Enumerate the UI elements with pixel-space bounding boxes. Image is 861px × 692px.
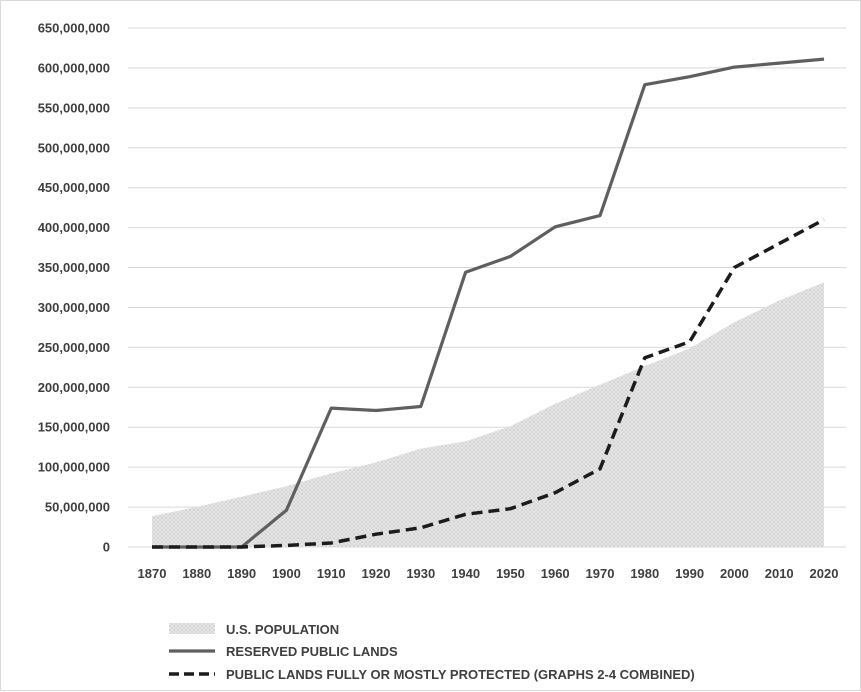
y-axis-ticks: 0 50,000,000 100,000,000 150,000,000 200,000…: [38, 21, 110, 555]
x-tick-label: 2010: [765, 566, 794, 581]
y-tick-label: 150,000,000: [38, 420, 110, 435]
y-tick-label: 650,000,000: [38, 21, 110, 36]
x-tick-label: 1900: [272, 566, 301, 581]
x-tick-label: 1920: [362, 566, 391, 581]
legend: U.S. POPULATION RESERVED PUBLIC LANDS PUBL…: [169, 622, 695, 682]
series-line-reserved-lands: [152, 57, 825, 549]
series-line-protected-lands: [152, 218, 825, 549]
y-tick-label: 200,000,000: [38, 380, 110, 395]
y-tick-label: 0: [103, 540, 110, 555]
x-tick-label: 1990: [675, 566, 704, 581]
y-tick-label: 50,000,000: [45, 500, 110, 515]
x-tick-label: 1940: [451, 566, 480, 581]
x-tick-label: 1930: [406, 566, 435, 581]
x-tick-label: 1910: [317, 566, 346, 581]
area-layer: [152, 282, 824, 547]
x-tick-label: 1980: [630, 566, 659, 581]
x-tick-label: 1890: [227, 566, 256, 581]
x-tick-label: 1950: [496, 566, 525, 581]
y-tick-label: 100,000,000: [38, 460, 110, 475]
x-tick-label: 1880: [182, 566, 211, 581]
y-tick-label: 500,000,000: [38, 140, 110, 155]
x-axis-ticks: 1870 1880 1890 1900 1910 1920 1930 1940 1950 1960…: [138, 566, 839, 581]
x-tick-label: 1870: [138, 566, 167, 581]
y-tick-label: 450,000,000: [38, 180, 110, 195]
series-area-population: [152, 282, 824, 547]
x-tick-label: 2000: [720, 566, 749, 581]
line-layer: [152, 57, 825, 549]
legend-swatch-population: [169, 623, 215, 634]
y-tick-label: 550,000,000: [38, 100, 110, 115]
y-tick-label: 400,000,000: [38, 220, 110, 235]
y-tick-label: 600,000,000: [38, 60, 110, 75]
y-tick-label: 350,000,000: [38, 260, 110, 275]
x-tick-label: 1970: [586, 566, 615, 581]
legend-label: RESERVED PUBLIC LANDS: [226, 644, 398, 659]
x-tick-label: 2020: [810, 566, 839, 581]
y-tick-label: 250,000,000: [38, 340, 110, 355]
y-tick-label: 300,000,000: [38, 300, 110, 315]
legend-label: PUBLIC LANDS FULLY OR MOSTLY PROTECTED (…: [226, 667, 695, 682]
legend-label: U.S. POPULATION: [226, 622, 339, 637]
x-tick-label: 1960: [541, 566, 570, 581]
